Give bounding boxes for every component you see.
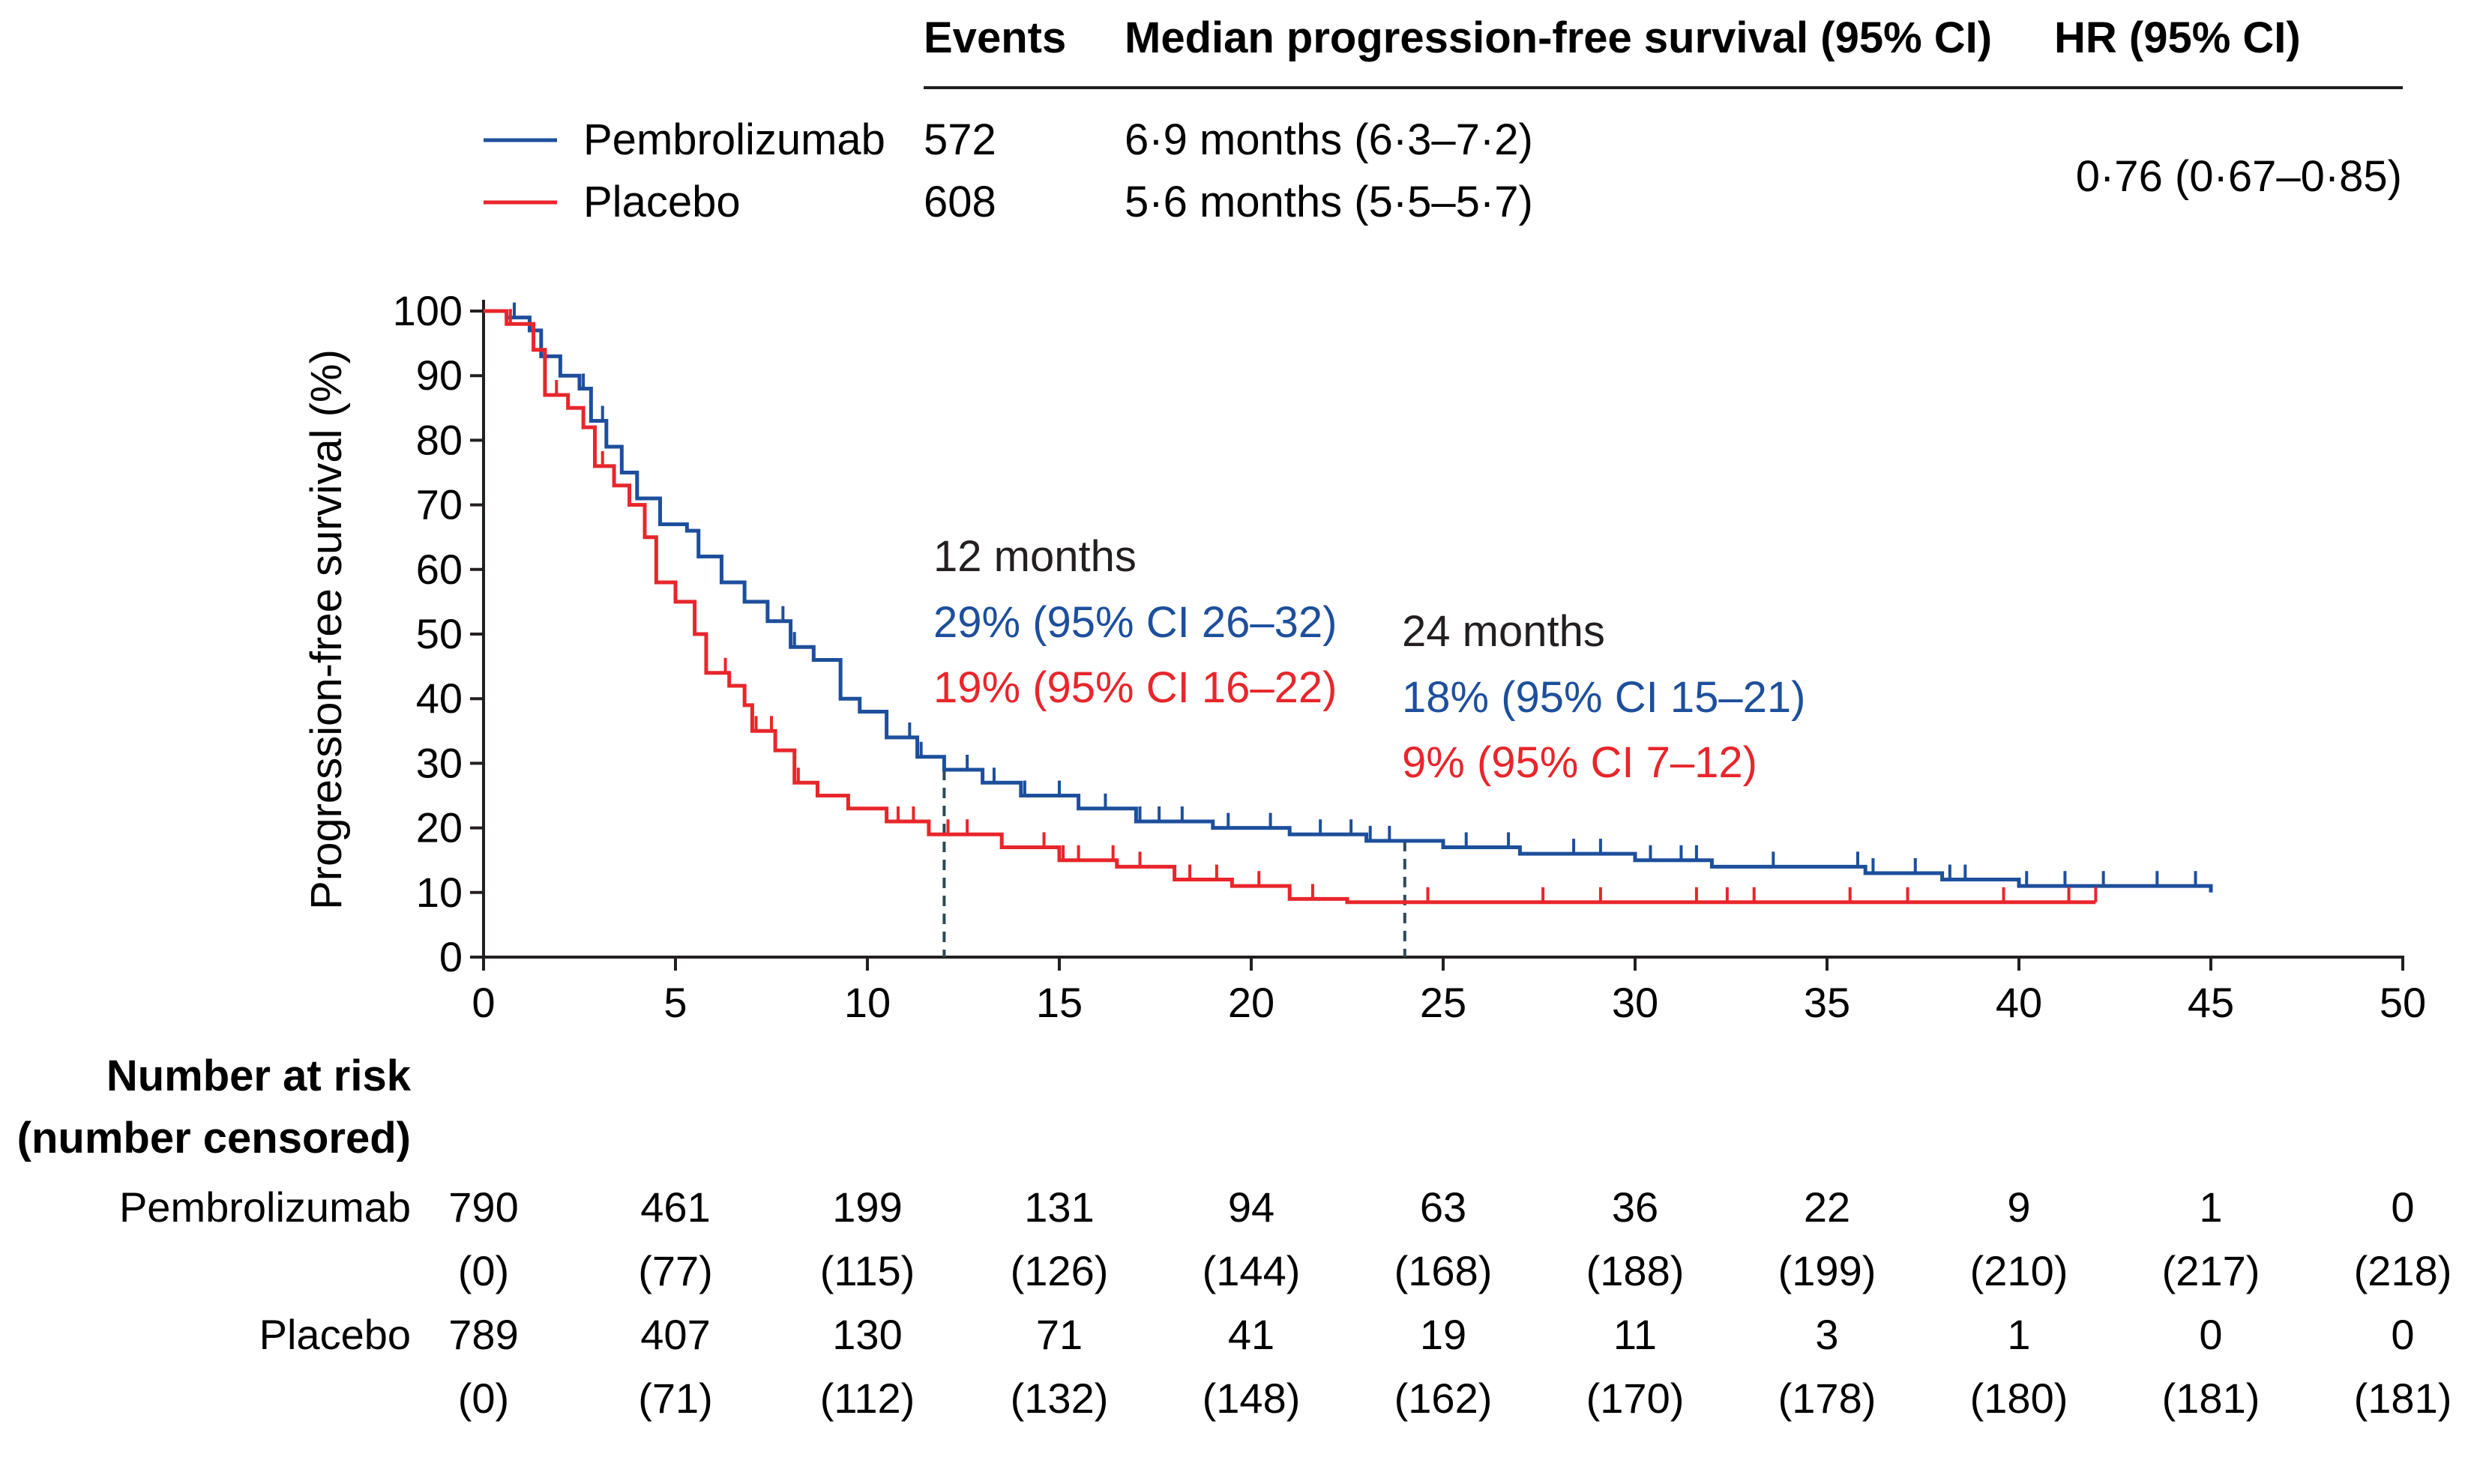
x-ticks: 0 5 10 15 20 25 30 35 40 45 50	[472, 957, 2426, 1026]
at-risk-placebo: 0	[2199, 1311, 2222, 1358]
at-risk-placebo: 407	[640, 1311, 710, 1358]
x-tick-label: 5	[663, 979, 687, 1026]
at-risk-pembrolizumab: 0	[2391, 1183, 2414, 1231]
risk-table-subtitle: (number censored)	[17, 1114, 411, 1162]
at-risk-placebo: 19	[1420, 1311, 1466, 1358]
at-risk-pembrolizumab: 22	[1804, 1183, 1850, 1231]
risk-table-cells: 790(0)461(77)199(115)131(126)94(144)63(1…	[448, 1183, 2452, 1422]
at-risk-placebo: 3	[1815, 1311, 1838, 1358]
legend-label-placebo: Placebo	[583, 178, 741, 226]
x-tick-label: 45	[2188, 979, 2234, 1026]
survival-curves	[484, 302, 2213, 905]
at-risk-placebo: 1	[2007, 1311, 2030, 1358]
at-risk-pembrolizumab: 36	[1612, 1183, 1658, 1231]
y-tick-label: 60	[416, 546, 463, 593]
median-placebo: 5·6 months (5·5–5·7)	[1125, 178, 1533, 226]
risk-row-label-placebo: Placebo	[259, 1311, 411, 1358]
annotation-24m-pembro: 18% (95% CI 15–21)	[1402, 673, 1805, 722]
censored-pembrolizumab: (0)	[458, 1247, 509, 1294]
censored-pembrolizumab: (217)	[2162, 1247, 2260, 1294]
reference-lines	[942, 770, 1406, 957]
at-risk-placebo: 71	[1036, 1311, 1083, 1358]
events-placebo: 608	[924, 178, 996, 226]
at-risk-pembrolizumab: 199	[832, 1183, 902, 1231]
censored-placebo: (148)	[1203, 1375, 1301, 1422]
censored-placebo: (180)	[1970, 1375, 2068, 1422]
censored-pembrolizumab: (168)	[1394, 1247, 1493, 1294]
censored-placebo: (181)	[2162, 1375, 2260, 1422]
censored-placebo: (178)	[1778, 1375, 1876, 1422]
censored-pembrolizumab: (77)	[638, 1247, 713, 1294]
y-tick-label: 80	[416, 416, 463, 463]
at-risk-placebo: 789	[448, 1311, 518, 1358]
y-tick-label: 70	[416, 481, 463, 528]
annotation-24m-title: 24 months	[1402, 607, 1605, 656]
y-ticks: 0 10 20 30 40 50 60 70 80 90 100	[393, 287, 484, 980]
at-risk-placebo: 11	[1613, 1311, 1657, 1358]
x-tick-label: 10	[844, 979, 891, 1026]
x-tick-label: 35	[1804, 979, 1850, 1026]
annotation-24m-placebo: 9% (95% CI 7–12)	[1402, 738, 1757, 787]
at-risk-pembrolizumab: 131	[1024, 1183, 1094, 1231]
y-tick-label: 50	[416, 610, 463, 657]
x-tick-label: 15	[1036, 979, 1083, 1026]
at-risk-pembrolizumab: 461	[640, 1183, 710, 1231]
x-tick-label: 25	[1420, 979, 1466, 1026]
at-risk-pembrolizumab: 94	[1228, 1183, 1274, 1231]
y-tick-label: 40	[416, 675, 463, 722]
censored-pembrolizumab: (115)	[820, 1247, 915, 1294]
y-tick-label: 30	[416, 739, 463, 786]
legend-label-pembrolizumab: Pembrolizumab	[583, 115, 885, 164]
censored-pembrolizumab: (199)	[1778, 1247, 1876, 1294]
censored-pembrolizumab: (188)	[1586, 1247, 1685, 1294]
curve-pembrolizumab	[484, 309, 2213, 893]
censored-pembrolizumab: (126)	[1011, 1247, 1109, 1294]
censored-placebo: (170)	[1586, 1375, 1685, 1422]
median-pembrolizumab: 6·9 months (6·3–7·2)	[1125, 115, 1533, 164]
events-pembrolizumab: 572	[924, 115, 996, 164]
hr-header: HR (95% CI)	[2054, 13, 2301, 62]
curve-placebo	[484, 309, 2096, 905]
y-tick-label: 10	[416, 869, 463, 916]
y-axis-label: Progression-free survival (%)	[302, 349, 351, 910]
at-risk-pembrolizumab: 9	[2007, 1183, 2030, 1231]
at-risk-pembrolizumab: 63	[1420, 1183, 1466, 1231]
censored-pembrolizumab: (210)	[1970, 1247, 2068, 1294]
y-tick-label: 90	[416, 352, 463, 399]
median-header: Median progression-free survival (95% CI…	[1125, 13, 1992, 62]
censored-placebo: (112)	[820, 1375, 915, 1422]
annotation-12m-placebo: 19% (95% CI 16–22)	[933, 663, 1337, 712]
annotation-12m-pembro: 29% (95% CI 26–32)	[933, 598, 1337, 647]
censored-pembrolizumab: (218)	[2354, 1247, 2452, 1294]
risk-table-title: Number at risk	[106, 1052, 412, 1100]
censored-placebo: (71)	[638, 1375, 713, 1422]
x-tick-label: 20	[1228, 979, 1274, 1026]
at-risk-placebo: 41	[1228, 1311, 1274, 1358]
x-tick-label: 0	[472, 979, 495, 1026]
x-tick-label: 40	[1996, 979, 2042, 1026]
at-risk-pembrolizumab: 790	[448, 1183, 518, 1231]
x-tick-label: 50	[2380, 979, 2426, 1026]
at-risk-placebo: 0	[2391, 1311, 2414, 1358]
censored-placebo: (0)	[458, 1375, 509, 1422]
y-tick-label: 100	[393, 287, 463, 334]
censored-placebo: (132)	[1011, 1375, 1109, 1422]
y-tick-label: 20	[416, 804, 463, 851]
events-header: Events	[924, 13, 1066, 62]
risk-row-label-pembrolizumab: Pembrolizumab	[119, 1183, 411, 1231]
x-tick-label: 30	[1612, 979, 1658, 1026]
censored-placebo: (181)	[2354, 1375, 2452, 1422]
annotation-12m-title: 12 months	[933, 532, 1137, 581]
hr-value: 0·76 (0·67–0·85)	[2076, 152, 2402, 201]
censored-placebo: (162)	[1394, 1375, 1493, 1422]
at-risk-placebo: 130	[832, 1311, 902, 1358]
at-risk-pembrolizumab: 1	[2199, 1183, 2222, 1231]
y-tick-label: 0	[439, 933, 463, 980]
censored-pembrolizumab: (144)	[1203, 1247, 1301, 1294]
